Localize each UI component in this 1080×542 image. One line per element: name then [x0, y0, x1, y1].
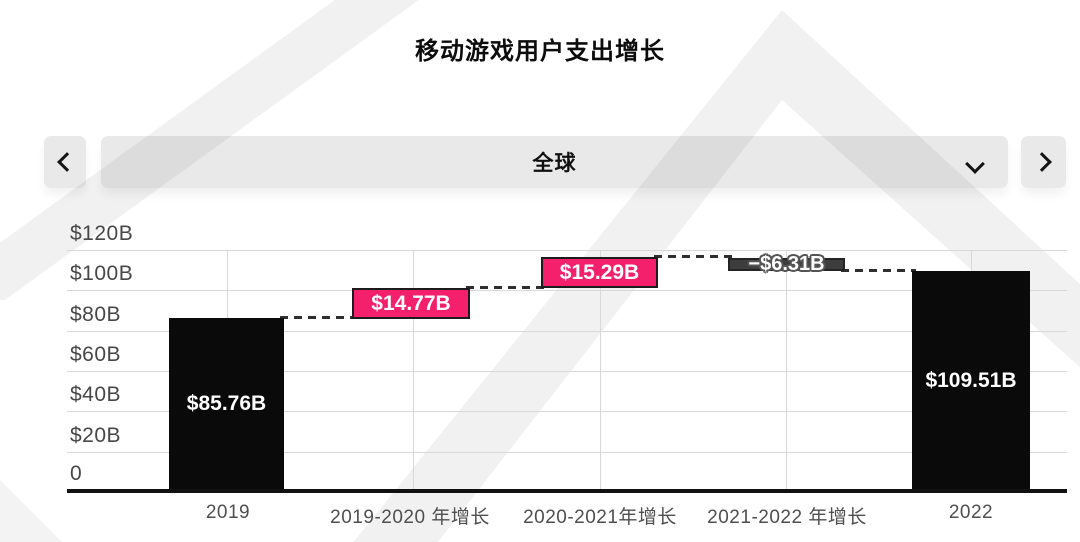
x-tick-label: 2022	[948, 502, 994, 523]
gridline	[67, 250, 1067, 251]
bar-value-label: $109.51B	[925, 368, 1017, 392]
bar-growth-2020-2021: $15.29B	[541, 257, 658, 288]
bar-value-label: $85.76B	[186, 392, 267, 415]
region-dropdown[interactable]: 全球	[101, 136, 1008, 188]
waterfall-connector	[841, 269, 916, 272]
gridline	[413, 250, 414, 490]
bar-2019: $85.76B	[169, 318, 284, 490]
y-tick-label: 0	[70, 462, 83, 485]
x-axis-line	[67, 489, 1067, 493]
prev-region-button[interactable]	[44, 136, 86, 188]
x-tick-label: 2020-2021年增长	[523, 507, 677, 528]
x-tick-label: 2021-2022 年增长	[707, 507, 867, 528]
gridline	[67, 290, 1067, 291]
y-tick-label: $120B	[70, 222, 134, 245]
waterfall-connector	[654, 255, 732, 258]
waterfall-connector	[280, 316, 356, 319]
bar-value-label: $14.77B	[371, 291, 451, 315]
page-title: 移动游戏用户支出增长	[415, 38, 665, 65]
x-tick-label: 2019-2020 年增长	[330, 507, 490, 528]
y-tick-label: $60B	[70, 343, 122, 366]
x-tick-label: 2019	[205, 502, 251, 523]
next-region-button[interactable]	[1021, 136, 1066, 188]
bar-growth-2021-2022: −$6.31B	[728, 253, 845, 275]
chevron-left-icon	[57, 152, 77, 172]
chevron-right-icon	[1031, 152, 1052, 172]
chevron-down-icon	[965, 154, 985, 176]
gridline	[67, 411, 1067, 412]
gridline	[67, 371, 1067, 372]
gridline	[786, 250, 787, 490]
gridline	[67, 331, 1067, 332]
y-tick-label: $100B	[70, 262, 134, 285]
region-dropdown-value: 全球	[532, 152, 577, 175]
waterfall-connector	[466, 286, 545, 289]
y-tick-label: $20B	[70, 424, 122, 447]
bar-value-label: $15.29B	[559, 260, 640, 284]
gridline	[67, 452, 1067, 453]
bar-value-label: −$6.31B	[748, 253, 825, 275]
gridline	[600, 250, 601, 490]
y-tick-label: $40B	[70, 383, 122, 406]
bar-2022: $109.51B	[912, 271, 1030, 490]
y-tick-label: $80B	[70, 303, 122, 326]
bar-growth-2019-2020: $14.77B	[352, 288, 470, 319]
